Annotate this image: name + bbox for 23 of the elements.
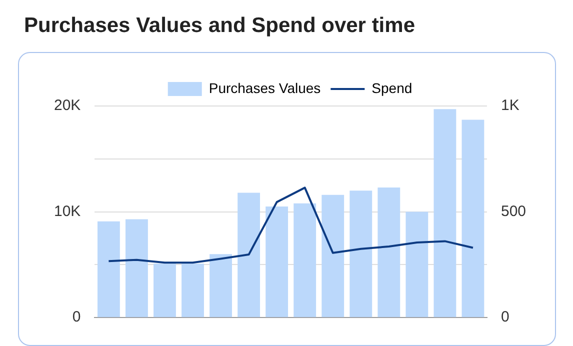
bar xyxy=(238,192,260,318)
y2-tick-label: 0 xyxy=(500,308,510,326)
bar xyxy=(126,219,148,318)
bar xyxy=(182,264,204,318)
bar xyxy=(322,194,344,318)
y-tick-label: 20K xyxy=(54,97,81,114)
bar xyxy=(266,206,288,318)
bar xyxy=(406,212,428,318)
bar xyxy=(97,221,120,318)
bar xyxy=(434,109,456,318)
bar xyxy=(350,190,372,318)
chart-title: Purchases Values and Spend over time xyxy=(24,14,415,38)
bar xyxy=(378,187,400,318)
bar xyxy=(210,254,232,318)
legend-label: Spend xyxy=(372,80,412,96)
y2-tick-label: 1K xyxy=(500,97,520,114)
bar xyxy=(462,120,484,318)
legend-label: Purchases Values xyxy=(208,80,321,96)
y-tick-label: 10K xyxy=(54,202,81,220)
y-tick-label: 0 xyxy=(72,308,81,326)
y2-tick-label: 500 xyxy=(500,202,526,220)
bar xyxy=(154,264,176,318)
bar xyxy=(294,203,316,318)
